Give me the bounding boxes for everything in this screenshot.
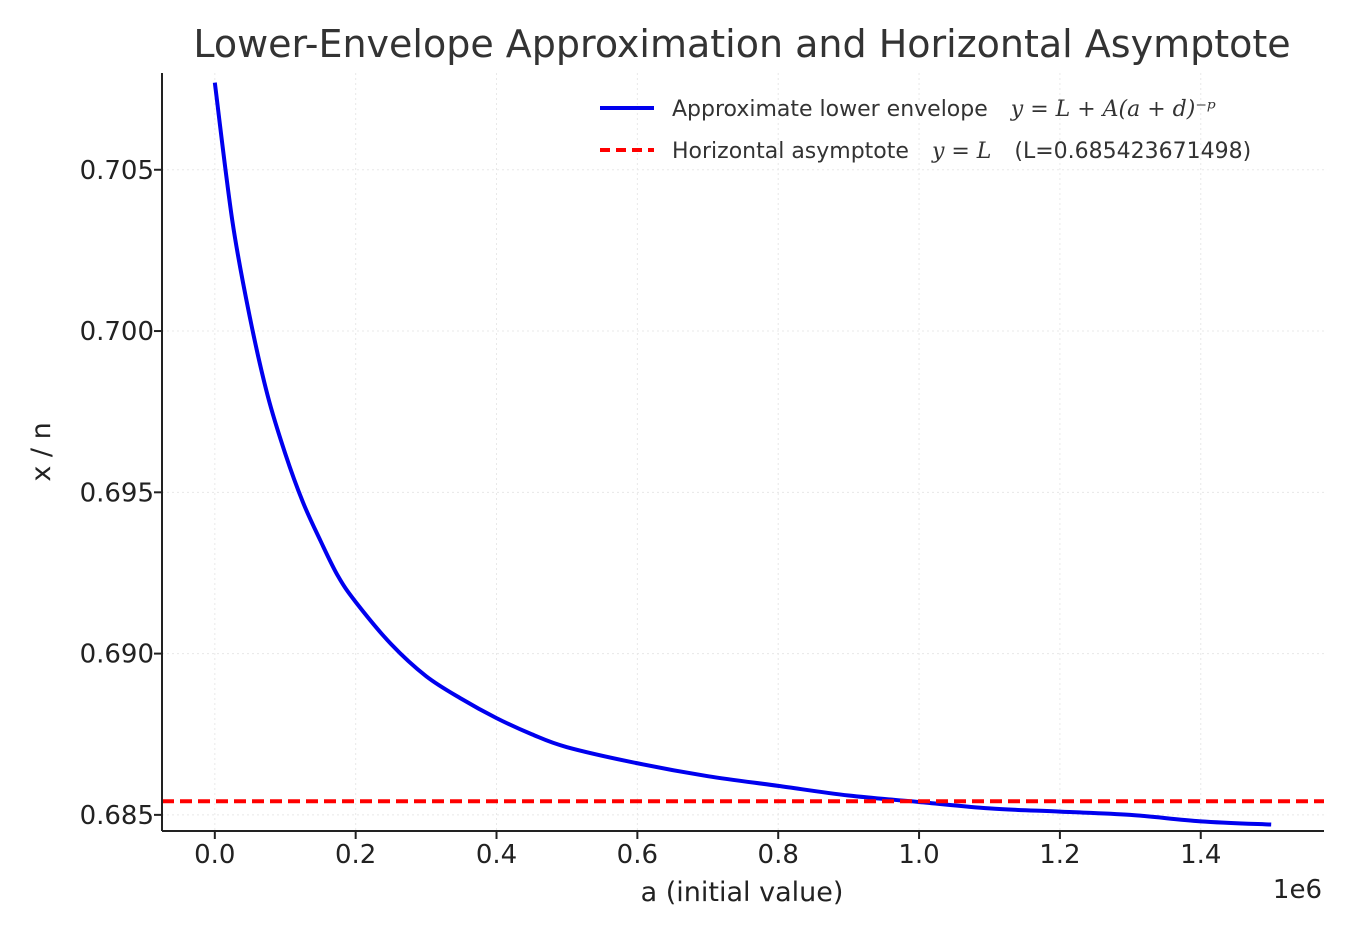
chart-title: Lower-Envelope Approximation and Horizon… xyxy=(193,22,1290,66)
y-tick-label-2: 0.695 xyxy=(80,478,154,508)
x-tick-label-2: 0.4 xyxy=(476,840,517,870)
legend-entry-asymptote-formula: y = L xyxy=(931,139,991,164)
x-tick-label-7: 1.4 xyxy=(1180,840,1221,870)
legend-entry-asymptote-value: (L=0.685423671498) xyxy=(1014,139,1251,164)
y-tick-label-0: 0.685 xyxy=(80,801,154,831)
x-tick-label-4: 0.8 xyxy=(758,840,799,870)
y-tick-label-1: 0.690 xyxy=(80,640,154,670)
legend-entry-asymptote-name: Horizontal asymptote xyxy=(672,139,909,164)
legend: Approximate lower envelope y = L + A(a +… xyxy=(600,97,1251,164)
y-tick-label-3: 0.700 xyxy=(80,317,154,347)
legend-entry-asymptote: Horizontal asymptote y = L (L=0.68542367… xyxy=(672,139,1251,164)
legend-entry-envelope-formula: y = L + A(a + d)⁻ᵖ xyxy=(1010,97,1216,122)
series-layer xyxy=(162,82,1324,827)
x-tick-label-3: 0.6 xyxy=(617,840,658,870)
y-tick-label-4: 0.705 xyxy=(80,156,154,186)
series-line-envelope xyxy=(212,82,1272,827)
x-tick-label-0: 0.0 xyxy=(194,840,235,870)
legend-entry-envelope: Approximate lower envelope y = L + A(a +… xyxy=(672,97,1216,122)
x-axis-label: a (initial value) xyxy=(641,877,844,908)
grid-layer xyxy=(162,73,1324,831)
x-tick-label-1: 0.2 xyxy=(335,840,376,870)
x-tick-label-6: 1.2 xyxy=(1039,840,1080,870)
legend-entry-envelope-name: Approximate lower envelope xyxy=(672,97,988,122)
x-tick-label-5: 1.0 xyxy=(898,840,939,870)
tick-layer: 0.0 0.2 0.4 0.6 0.8 1.0 1.2 1.4 0.685 0.690 0.695 0… xyxy=(80,156,1222,870)
x-axis-offset-label: 1e6 xyxy=(1273,875,1322,905)
y-axis-label: x / n xyxy=(26,422,57,481)
